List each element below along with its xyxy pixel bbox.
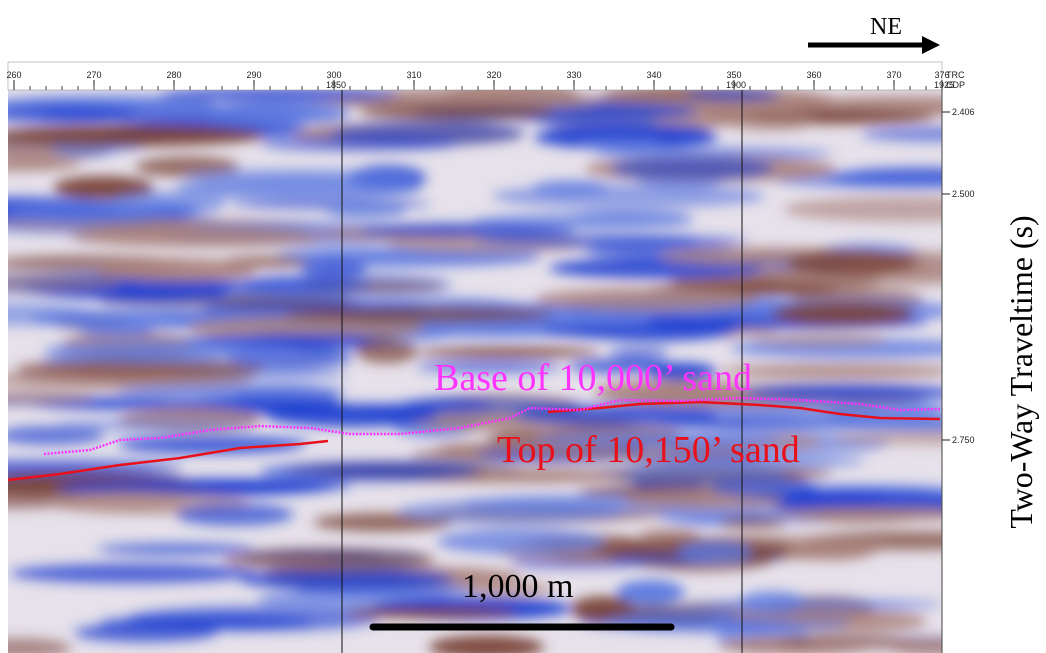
reflector bbox=[300, 260, 367, 278]
reflector bbox=[754, 333, 889, 346]
reflector bbox=[740, 591, 805, 614]
reflector bbox=[43, 340, 303, 361]
reflector bbox=[260, 462, 479, 482]
reflector bbox=[54, 490, 187, 510]
reflector bbox=[4, 201, 163, 223]
trace-tick-label: 320 bbox=[486, 70, 501, 80]
reflector bbox=[570, 210, 690, 222]
base-horizon-label: Base of 10,000’ sand bbox=[434, 357, 752, 399]
reflector bbox=[861, 127, 1012, 142]
reflector bbox=[358, 223, 576, 237]
reflector bbox=[771, 303, 914, 325]
reflector bbox=[742, 384, 958, 402]
reflector bbox=[787, 250, 916, 276]
reflector bbox=[805, 638, 1042, 650]
reflector bbox=[609, 157, 775, 181]
reflector bbox=[723, 108, 814, 132]
trace-axis-label: TRC bbox=[946, 70, 965, 80]
cdp-tick-label: 1900 bbox=[726, 80, 746, 90]
reflector bbox=[356, 339, 418, 363]
reflector bbox=[536, 287, 758, 311]
time-tick-label: 2.500 bbox=[952, 189, 975, 199]
reflector bbox=[282, 307, 553, 323]
reflector bbox=[542, 325, 644, 337]
top-horizon-label: Top of 10,150’ sand bbox=[497, 429, 800, 471]
reflector bbox=[324, 202, 407, 219]
reflector bbox=[201, 102, 350, 125]
trace-tick-label: 350 bbox=[726, 70, 741, 80]
trace-tick-label: 300 bbox=[326, 70, 341, 80]
reflector bbox=[344, 607, 517, 618]
trace-tick-label: 370 bbox=[886, 70, 901, 80]
scale-bar-label: 1,000 m bbox=[462, 568, 573, 605]
reflector bbox=[96, 543, 254, 556]
reflector bbox=[783, 197, 1024, 222]
y-axis-title: Two-Way Traveltime (s) bbox=[1003, 215, 1039, 528]
reflector bbox=[474, 235, 749, 249]
reflector bbox=[331, 121, 526, 145]
reflector bbox=[577, 139, 662, 150]
reflector bbox=[548, 124, 709, 136]
reflector bbox=[436, 529, 605, 555]
trace-tick-label: 360 bbox=[806, 70, 821, 80]
figure: 260270280290300310320330340350360370376T… bbox=[0, 0, 1046, 653]
reflector bbox=[616, 580, 684, 604]
reflector bbox=[492, 184, 765, 208]
reflector bbox=[93, 258, 256, 281]
reflector bbox=[183, 169, 423, 185]
reflector bbox=[175, 503, 294, 526]
reflector bbox=[684, 90, 781, 101]
reflector bbox=[677, 541, 752, 562]
reflector bbox=[786, 542, 875, 560]
reflector bbox=[198, 278, 372, 293]
trace-tick-label: 340 bbox=[646, 70, 661, 80]
reflector bbox=[719, 517, 786, 529]
cdp-tick-label: 1850 bbox=[326, 80, 346, 90]
trace-tick-label: 290 bbox=[246, 70, 261, 80]
reflector bbox=[10, 563, 255, 583]
direction-arrowhead bbox=[922, 36, 940, 54]
reflector bbox=[74, 623, 218, 642]
trace-tick-label: 260 bbox=[6, 70, 21, 80]
reflector bbox=[416, 347, 600, 357]
trace-tick-label: 310 bbox=[406, 70, 421, 80]
direction-label: NE bbox=[870, 14, 902, 40]
reflector bbox=[398, 499, 624, 525]
time-tick-label: 2.750 bbox=[952, 435, 975, 445]
trace-tick-label: 280 bbox=[166, 70, 181, 80]
trace-tick-label: 330 bbox=[566, 70, 581, 80]
right-ruler bbox=[942, 90, 985, 653]
reflector bbox=[727, 610, 875, 622]
reflector bbox=[78, 325, 155, 335]
reflector bbox=[116, 385, 347, 398]
reflector bbox=[240, 569, 454, 591]
cdp-axis-label: CDP bbox=[946, 80, 965, 90]
trace-tick-label: 270 bbox=[86, 70, 101, 80]
reflector bbox=[266, 404, 438, 427]
reflector bbox=[0, 125, 265, 146]
reflector bbox=[708, 477, 818, 498]
top-ruler bbox=[8, 62, 942, 90]
reflector bbox=[223, 548, 436, 572]
reflector bbox=[719, 364, 957, 378]
reflector bbox=[359, 104, 553, 121]
reflector bbox=[70, 227, 324, 247]
time-tick-label: 2.406 bbox=[952, 107, 975, 117]
reflector bbox=[15, 358, 264, 379]
